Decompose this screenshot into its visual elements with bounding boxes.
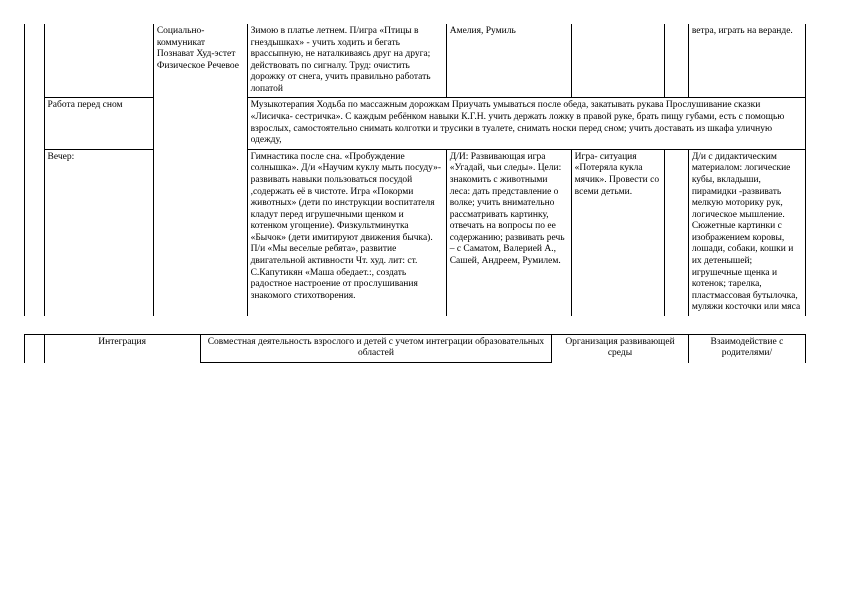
cell-text: Совместная деятельность взрослого и дете… (208, 337, 544, 359)
cell (571, 24, 665, 98)
left-margin-cell (25, 24, 45, 316)
names-cell: Амелия, Румиль (446, 24, 571, 98)
header-cell: Совместная деятельность взрослого и дете… (200, 334, 551, 362)
cell-text: Вечер: (48, 152, 75, 162)
di-cell: Д/И: Развивающая игра «Угадай, чьи следы… (446, 149, 571, 316)
activity-cell: Вечер: (44, 149, 153, 316)
table-row: Интеграция Совместная деятельность взрос… (25, 334, 806, 362)
header-cell: Интеграция (44, 334, 200, 362)
header-cell: Организация развивающей среды (552, 334, 689, 362)
left-margin-cell (25, 334, 45, 362)
cell-text: Амелия, Румиль (450, 26, 516, 36)
header-cell: Взаимодействие с родителями/ (688, 334, 805, 362)
activity-cell (44, 24, 153, 98)
integration-text: Социально-коммуникат Познават Худ-эстет … (157, 26, 239, 71)
content-cell: Музыкотерапия Ходьба по массажным дорожк… (247, 98, 805, 149)
cell-text: Зимою в платье летнем. П/игра «Птицы в г… (251, 26, 431, 94)
cell-text: ветра, играть на веранде. (692, 26, 793, 36)
cell-text: Игра- ситуация «Потеряла кукла мячик». П… (575, 152, 659, 197)
cell (665, 24, 688, 98)
content-cell: Гимнастика после сна. «Пробуждение солны… (247, 149, 446, 316)
table-row: Социально-коммуникат Познават Худ-эстет … (25, 24, 806, 98)
header-table: Интеграция Совместная деятельность взрос… (24, 334, 806, 363)
content-cell: Зимою в платье летнем. П/игра «Птицы в г… (247, 24, 446, 98)
materials-cell: Д/и с дидактическим материалом: логическ… (688, 149, 805, 316)
situation-cell: Игра- ситуация «Потеряла кукла мячик». П… (571, 149, 665, 316)
cell-text: Взаимодействие с родителями/ (711, 337, 784, 359)
schedule-table: Социально-коммуникат Познават Худ-эстет … (24, 24, 806, 316)
cell-text: Работа перед сном (48, 100, 123, 110)
cell (665, 149, 688, 316)
integration-cell: Социально-коммуникат Познават Худ-эстет … (153, 24, 247, 316)
cell-text: Гимнастика после сна. «Пробуждение солны… (251, 152, 442, 301)
cell-text: Организация развивающей среды (565, 337, 674, 359)
cell-text: Интеграция (98, 337, 146, 347)
activity-cell: Работа перед сном (44, 98, 153, 149)
cell-text: Д/и с дидактическим материалом: логическ… (692, 152, 800, 313)
cell-text: Д/И: Развивающая игра «Угадай, чьи следы… (450, 152, 565, 266)
table-row: Работа перед сном Музыкотерапия Ходьба п… (25, 98, 806, 149)
cell-text: Музыкотерапия Ходьба по массажным дорожк… (251, 100, 785, 145)
table-row: Вечер: Гимнастика после сна. «Пробуждени… (25, 149, 806, 316)
environment-cell: ветра, играть на веранде. (688, 24, 805, 98)
